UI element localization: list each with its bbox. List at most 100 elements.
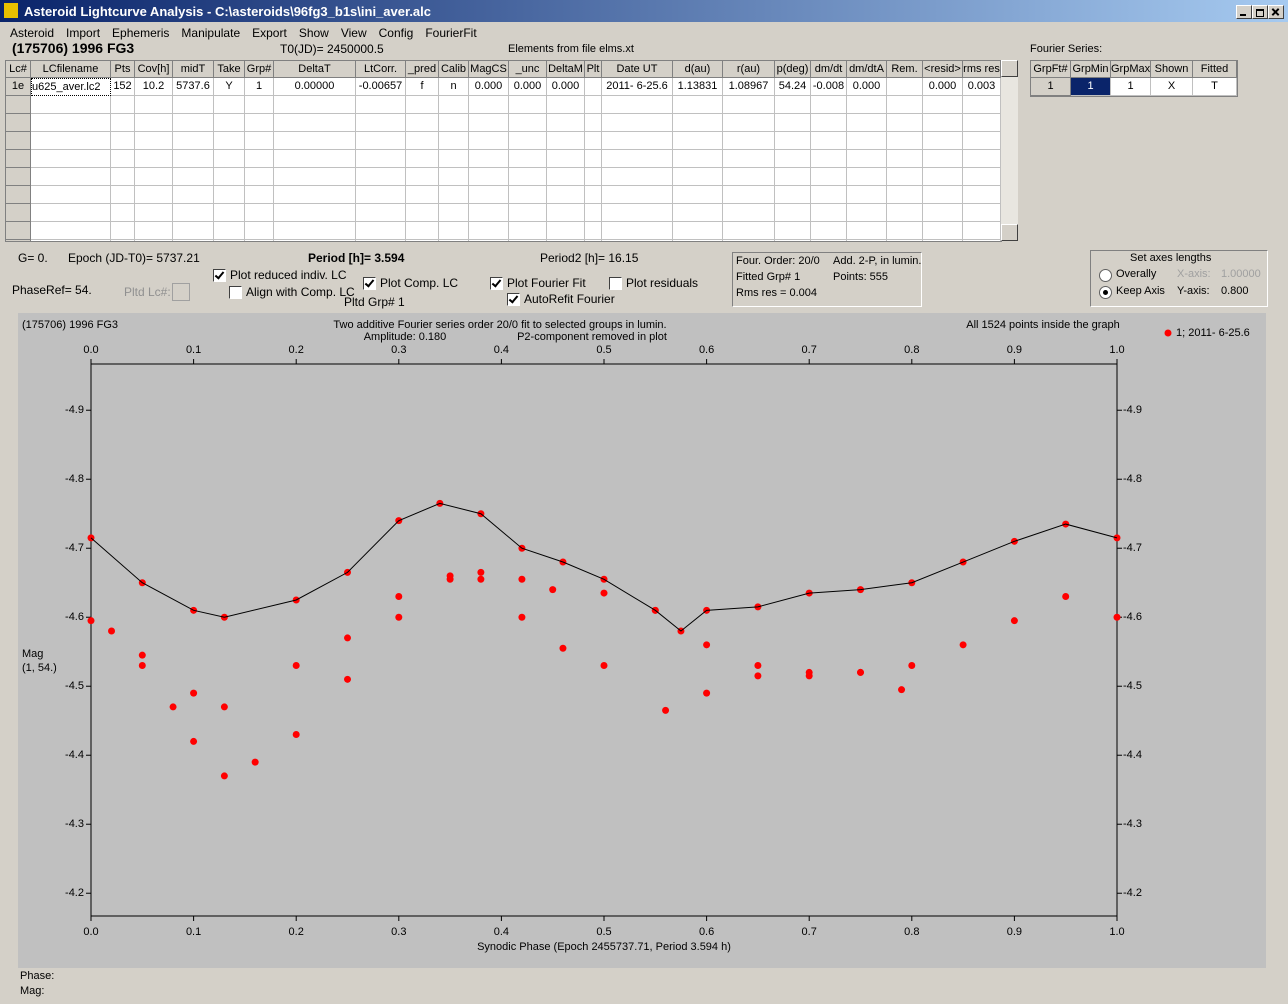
table-cell[interactable] [31, 114, 111, 132]
table-cell[interactable] [245, 168, 274, 186]
table-cell[interactable] [469, 132, 509, 150]
table-cell[interactable]: 1 [245, 78, 274, 96]
table-cell[interactable] [723, 168, 775, 186]
column-header[interactable]: DeltaT [274, 61, 356, 78]
table-cell[interactable] [245, 114, 274, 132]
column-header[interactable]: Cov[h] [135, 61, 173, 78]
table-cell[interactable]: 0.000 [509, 78, 547, 96]
table-cell[interactable] [509, 114, 547, 132]
menu-item[interactable]: View [340, 26, 367, 40]
table-cell[interactable]: Y [214, 78, 245, 96]
table-cell[interactable] [547, 168, 585, 186]
table-cell[interactable]: f [406, 78, 439, 96]
table-cell[interactable]: -0.00657 [356, 78, 406, 96]
table-cell[interactable] [887, 96, 923, 114]
table-cell[interactable] [847, 96, 887, 114]
table-cell[interactable] [963, 96, 1001, 114]
menu-item[interactable]: Config [378, 26, 414, 40]
table-cell[interactable] [963, 204, 1001, 222]
table-cell[interactable] [887, 204, 923, 222]
menu-item[interactable]: Ephemeris [112, 26, 170, 40]
table-cell[interactable] [173, 240, 214, 241]
table-cell[interactable] [509, 204, 547, 222]
checkbox-label[interactable]: Plot Comp. LC [380, 276, 459, 290]
table-cell[interactable] [673, 186, 723, 204]
table-cell[interactable] [963, 168, 1001, 186]
table-cell[interactable]: 0.000 [469, 78, 509, 96]
checkbox-label[interactable]: Align with Comp. LC [246, 285, 355, 299]
lc-spinner[interactable] [172, 283, 190, 301]
table-cell[interactable] [811, 150, 847, 168]
table-cell[interactable] [887, 186, 923, 204]
table-cell[interactable] [923, 132, 963, 150]
column-header[interactable]: GrpFt# [1031, 61, 1071, 78]
table-cell[interactable] [135, 132, 173, 150]
table-cell[interactable] [585, 96, 602, 114]
table-cell[interactable] [439, 204, 469, 222]
table-cell[interactable] [811, 168, 847, 186]
table-cell[interactable] [923, 150, 963, 168]
table-cell[interactable] [547, 204, 585, 222]
column-header[interactable]: MagCS [469, 61, 509, 78]
row-header[interactable] [6, 240, 31, 241]
table-cell[interactable] [585, 204, 602, 222]
row-header[interactable]: 1e [6, 78, 31, 96]
row-header[interactable] [6, 186, 31, 204]
table-cell[interactable] [585, 78, 602, 96]
table-cell[interactable] [469, 96, 509, 114]
table-cell[interactable] [887, 222, 923, 240]
table-cell[interactable] [963, 132, 1001, 150]
menu-item[interactable]: Asteroid [10, 26, 55, 40]
table-cell[interactable]: n [439, 78, 469, 96]
table-cell[interactable] [811, 132, 847, 150]
close-button[interactable] [1268, 5, 1284, 19]
table-cell[interactable] [509, 222, 547, 240]
table-cell[interactable] [602, 186, 673, 204]
table-cell[interactable] [214, 222, 245, 240]
table-cell[interactable] [173, 168, 214, 186]
menu-item[interactable]: FourierFit [425, 26, 477, 40]
table-cell[interactable] [111, 240, 135, 241]
table-cell[interactable] [406, 150, 439, 168]
table-cell[interactable] [173, 150, 214, 168]
table-cell[interactable] [811, 240, 847, 241]
row-header[interactable] [6, 114, 31, 132]
table-cell[interactable] [31, 186, 111, 204]
table-cell[interactable] [439, 240, 469, 241]
table-cell[interactable] [469, 204, 509, 222]
table-cell[interactable] [723, 204, 775, 222]
table-cell[interactable] [469, 150, 509, 168]
table-cell[interactable] [547, 150, 585, 168]
table-cell[interactable] [135, 168, 173, 186]
checkbox[interactable] [213, 269, 226, 282]
column-header[interactable]: Fitted [1193, 61, 1237, 78]
table-cell[interactable] [775, 114, 811, 132]
table-cell[interactable]: 1.08967 [723, 78, 775, 96]
table-cell[interactable] [547, 96, 585, 114]
row-header[interactable] [6, 222, 31, 240]
table-cell[interactable] [469, 240, 509, 241]
row-header[interactable] [6, 168, 31, 186]
table-cell[interactable] [887, 240, 923, 241]
row-header[interactable] [6, 204, 31, 222]
table-cell[interactable] [274, 96, 356, 114]
table-cell[interactable]: 0.000 [847, 78, 887, 96]
column-header[interactable]: <resid> [923, 61, 963, 78]
table-cell[interactable] [847, 168, 887, 186]
table-cell[interactable] [602, 114, 673, 132]
table-cell[interactable] [214, 168, 245, 186]
table-cell[interactable] [469, 114, 509, 132]
table-cell[interactable] [509, 150, 547, 168]
column-header[interactable]: _pred [406, 61, 439, 78]
table-cell[interactable] [847, 132, 887, 150]
table-cell[interactable] [31, 222, 111, 240]
table-cell[interactable] [135, 96, 173, 114]
table-cell[interactable] [723, 96, 775, 114]
table-cell[interactable] [673, 132, 723, 150]
table-cell[interactable] [245, 132, 274, 150]
table-cell[interactable] [547, 132, 585, 150]
table-cell[interactable] [469, 222, 509, 240]
table-cell[interactable] [173, 186, 214, 204]
table-cell[interactable] [963, 222, 1001, 240]
row-header[interactable] [6, 96, 31, 114]
